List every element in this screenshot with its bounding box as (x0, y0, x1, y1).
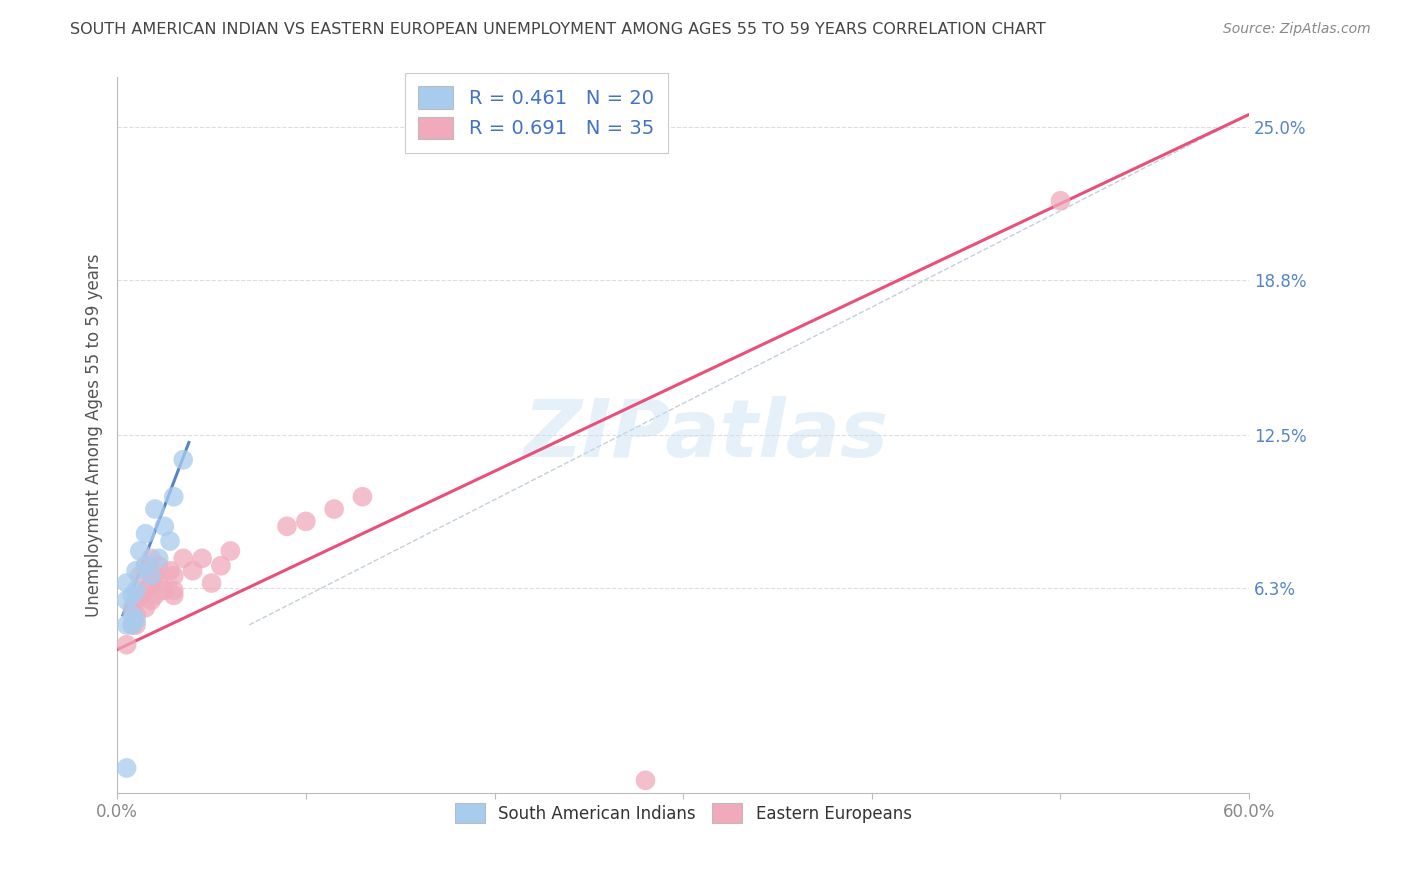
Point (134, 558, 156, 573)
Text: ZIPatlas: ZIPatlas (523, 396, 889, 474)
Point (143, 502, 166, 516)
Text: SOUTH AMERICAN INDIAN VS EASTERN EUROPEAN UNEMPLOYMENT AMONG AGES 55 TO 59 YEARS: SOUTH AMERICAN INDIAN VS EASTERN EUROPEA… (70, 22, 1046, 37)
Point (172, 452, 194, 467)
Point (148, 551, 170, 566)
Point (163, 583, 186, 598)
Point (148, 576, 170, 591)
Point (121, 608, 143, 623)
Point (125, 564, 148, 578)
Point (115, 638, 138, 652)
Point (163, 568, 186, 582)
Point (159, 564, 181, 578)
Point (153, 583, 176, 598)
Point (209, 558, 232, 573)
Point (141, 593, 163, 607)
Point (163, 490, 186, 504)
Point (141, 568, 163, 582)
Point (200, 576, 222, 591)
Point (125, 618, 148, 632)
Point (141, 576, 163, 591)
Point (163, 588, 186, 602)
Point (276, 519, 298, 533)
Y-axis label: Unemployment Among Ages 55 to 59 years: Unemployment Among Ages 55 to 59 years (86, 253, 103, 616)
Point (128, 588, 150, 602)
Point (159, 534, 181, 549)
Point (121, 618, 143, 632)
Point (148, 558, 170, 573)
Point (1049, 194, 1071, 208)
Point (219, 544, 242, 558)
Point (121, 600, 143, 615)
Point (153, 519, 176, 533)
Point (121, 588, 143, 602)
Point (134, 526, 156, 541)
Point (191, 551, 214, 566)
Point (143, 568, 166, 582)
Point (125, 583, 148, 598)
Point (115, 576, 138, 591)
Point (121, 618, 143, 632)
Point (125, 613, 148, 627)
Point (352, 490, 374, 504)
Point (115, 761, 138, 775)
Point (323, 502, 346, 516)
Point (181, 564, 204, 578)
Point (125, 593, 148, 607)
Legend: South American Indians, Eastern Europeans: South American Indians, Eastern European… (443, 792, 924, 834)
Point (141, 551, 163, 566)
Point (134, 583, 156, 598)
Point (134, 600, 156, 615)
Text: Source: ZipAtlas.com: Source: ZipAtlas.com (1223, 22, 1371, 37)
Point (128, 568, 150, 582)
Point (115, 593, 138, 607)
Point (115, 618, 138, 632)
Point (134, 558, 156, 573)
Point (128, 544, 150, 558)
Point (634, 773, 657, 788)
Point (125, 608, 148, 623)
Point (295, 514, 318, 528)
Point (172, 551, 194, 566)
Point (143, 588, 166, 602)
